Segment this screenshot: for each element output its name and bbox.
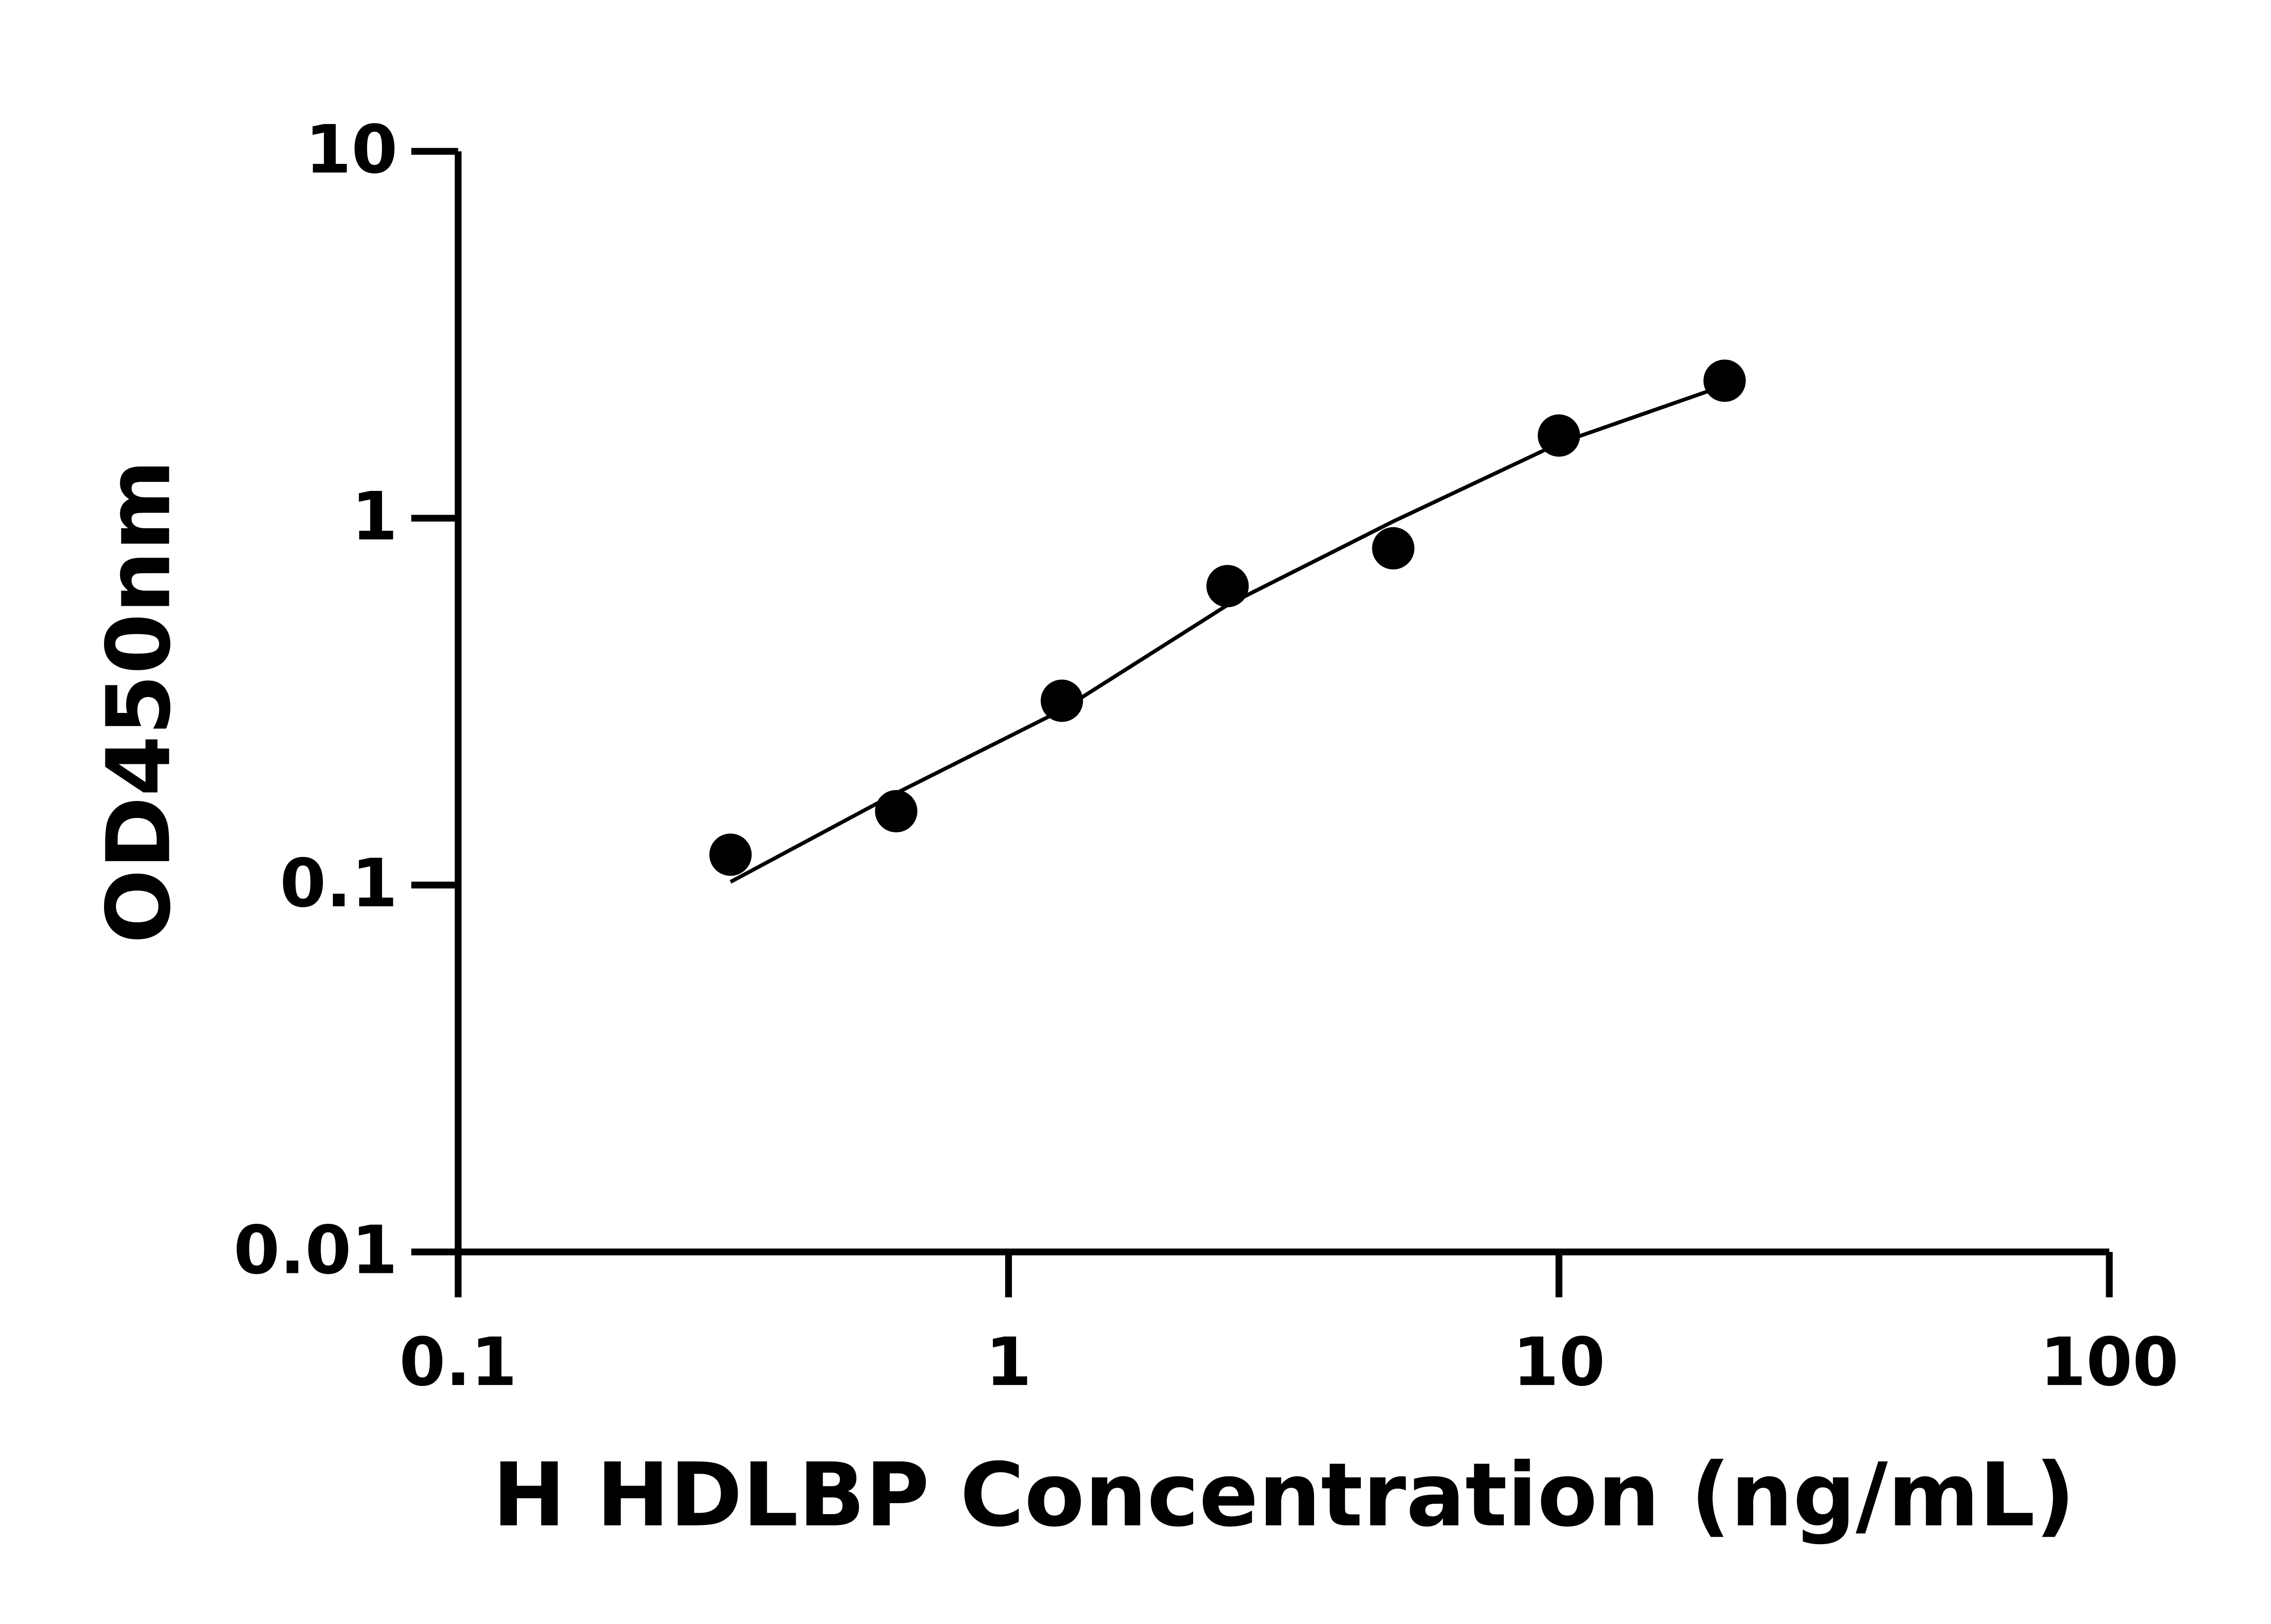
data-point [1372, 527, 1415, 569]
x-tick-label: 1 [986, 1323, 1032, 1401]
data-point [1703, 359, 1746, 402]
x-tick-label: 10 [1512, 1323, 1605, 1401]
y-tick-label: 0.1 [280, 845, 397, 922]
x-tick-label: 0.1 [399, 1323, 517, 1401]
data-point [1537, 414, 1580, 457]
data-point [709, 833, 752, 876]
y-tick-label: 10 [305, 111, 398, 188]
data-point [1206, 564, 1249, 608]
y-tick-label: 1 [352, 478, 398, 555]
y-tick-label: 0.01 [233, 1211, 397, 1289]
y-axis-label: OD450nm [88, 460, 190, 944]
data-point [875, 790, 917, 832]
data-point [1041, 679, 1083, 722]
x-tick-label: 100 [2040, 1323, 2179, 1401]
x-axis-label: H HDLBP Concentration (ng/mL) [492, 1444, 2075, 1546]
